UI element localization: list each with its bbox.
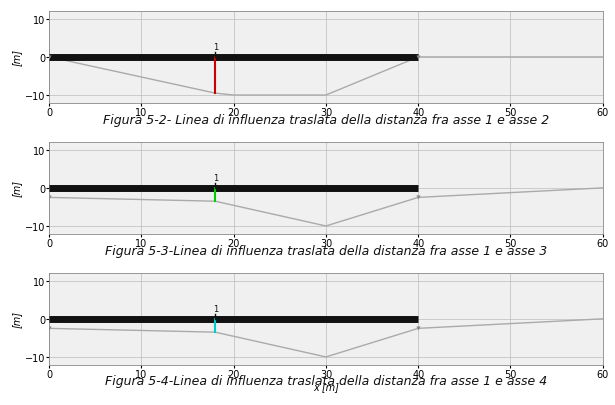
- Y-axis label: [m]: [m]: [12, 180, 22, 197]
- Text: 1: 1: [213, 174, 218, 183]
- Text: Figura 5-2- Linea di influenza traslata della distanza fra asse 1 e asse 2: Figura 5-2- Linea di influenza traslata …: [103, 113, 549, 126]
- X-axis label: x [m]: x [m]: [313, 382, 339, 392]
- Y-axis label: [m]: [m]: [12, 49, 22, 66]
- Text: 1: 1: [213, 43, 218, 52]
- Y-axis label: [m]: [m]: [12, 311, 22, 328]
- Text: Figura 5-4-Linea di influenza traslata della distanza fra asse 1 e asse 4: Figura 5-4-Linea di influenza traslata d…: [105, 375, 547, 388]
- Text: 1: 1: [213, 305, 218, 313]
- Text: Figura 5-3-Linea di influenza traslata della distanza fra asse 1 e asse 3: Figura 5-3-Linea di influenza traslata d…: [105, 244, 547, 257]
